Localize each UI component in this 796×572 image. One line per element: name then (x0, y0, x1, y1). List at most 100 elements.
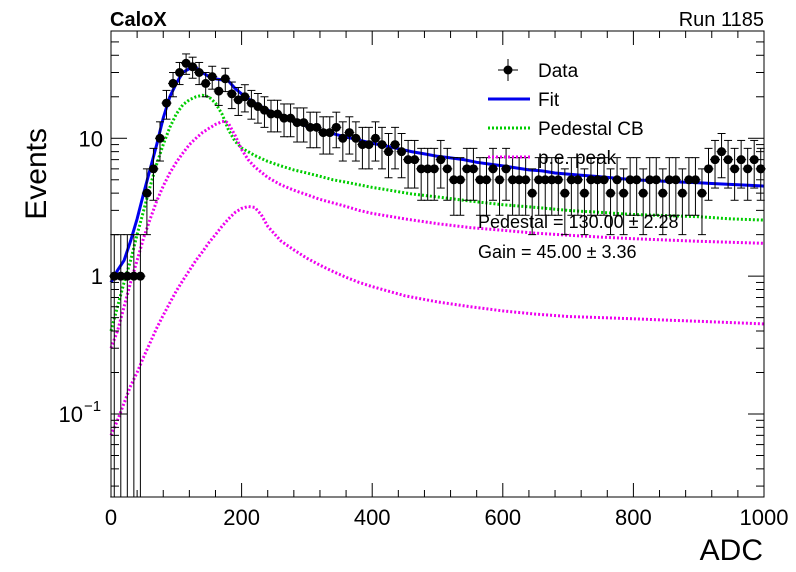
data-point (586, 175, 596, 185)
data-point (514, 175, 524, 185)
data-point (495, 175, 505, 185)
plot-frame (110, 30, 765, 498)
data-point (384, 147, 394, 157)
data-point (331, 122, 341, 132)
fit-curves (109, 66, 765, 436)
data-point (299, 118, 309, 128)
data-point (717, 147, 727, 157)
data-point (638, 188, 648, 198)
x-tick-label: 1000 (740, 505, 789, 530)
data-point (743, 164, 753, 174)
y-tick-label: 10 (59, 402, 83, 427)
data-point (436, 155, 446, 165)
legend: Data Fit Pedestal CB p.e. peak (488, 59, 644, 169)
data-point (481, 175, 491, 185)
data-point (547, 175, 557, 185)
data-point (279, 113, 289, 123)
data-point (168, 78, 178, 88)
corner-label-calox: CaloX (110, 9, 167, 31)
data-point (194, 68, 204, 78)
data-point (651, 175, 661, 185)
data-point (455, 175, 465, 185)
data-point (416, 164, 426, 174)
data-point (377, 140, 387, 150)
data-point (573, 175, 583, 185)
data-point (122, 271, 132, 281)
data-point (338, 133, 348, 143)
data-point (710, 155, 720, 165)
y-tick-label: 10 (79, 126, 103, 151)
data-point (162, 98, 172, 108)
data-point (175, 68, 185, 78)
data-point (286, 113, 296, 123)
data-point (560, 188, 570, 198)
legend-label-data: Data (538, 61, 579, 82)
x-axis: 0 200 400 600 800 1000 (105, 31, 789, 530)
data-point (266, 109, 276, 119)
data-point (449, 175, 459, 185)
x-tick-label: 400 (354, 505, 391, 530)
data-point (155, 133, 165, 143)
data-point (410, 155, 420, 165)
data-point (442, 164, 452, 174)
data-point (599, 175, 609, 185)
data-point (429, 164, 439, 174)
data-point (645, 175, 655, 185)
data-point (403, 155, 413, 165)
data-point (351, 133, 361, 143)
data-point (632, 175, 642, 185)
data-point (625, 175, 635, 185)
data-point (129, 271, 139, 281)
data-point (142, 188, 152, 198)
data-point (658, 188, 668, 198)
data-point (723, 155, 733, 165)
data-point (259, 105, 269, 115)
curve-fit (109, 66, 765, 284)
data-point (592, 175, 602, 185)
corner-label-run: Run 1185 (679, 9, 764, 31)
data-point (534, 175, 544, 185)
x-tick-label: 0 (105, 505, 117, 530)
data-point (423, 164, 433, 174)
data-point (730, 164, 740, 174)
y-axis-title: Events (20, 128, 53, 220)
data-point (357, 140, 367, 150)
data-point (312, 122, 322, 132)
data-point (227, 89, 237, 99)
data-point (684, 175, 694, 185)
legend-label-p-e-peak: p.e. peak (538, 148, 617, 169)
data-point (201, 78, 211, 88)
gain-annotation: Gain = 45.00 ± 3.36 (478, 242, 637, 262)
legend-label-fit: Fit (538, 90, 560, 111)
data-point (553, 175, 563, 185)
x-axis-title: ADC (700, 534, 763, 567)
x-tick-label: 600 (484, 505, 521, 530)
data-point (488, 164, 498, 174)
data-point (390, 140, 400, 150)
data-point (508, 175, 518, 185)
data-point (135, 271, 145, 281)
data-point (671, 175, 681, 185)
data-point (677, 188, 687, 198)
curve-p-e-peak (109, 119, 765, 349)
curve-p-e-peak-2 (109, 204, 765, 436)
data-point (370, 133, 380, 143)
data-point (292, 118, 302, 128)
pedestal-annotation: Pedestal = 130.00 ± 2.28 (478, 212, 679, 232)
legend-label-pedestal-cb: Pedestal CB (538, 119, 644, 140)
data-point (736, 155, 746, 165)
data-point (566, 175, 576, 185)
data-point (612, 175, 622, 185)
data-point (318, 128, 328, 138)
x-tick-label: 200 (223, 505, 260, 530)
data-point (273, 109, 283, 119)
data-point (475, 175, 485, 185)
data-point (188, 62, 198, 72)
data-point (527, 188, 537, 198)
data-point (214, 86, 224, 96)
data-point (690, 175, 700, 185)
y-tick-label: 1 (91, 264, 103, 289)
data-point (606, 188, 616, 198)
